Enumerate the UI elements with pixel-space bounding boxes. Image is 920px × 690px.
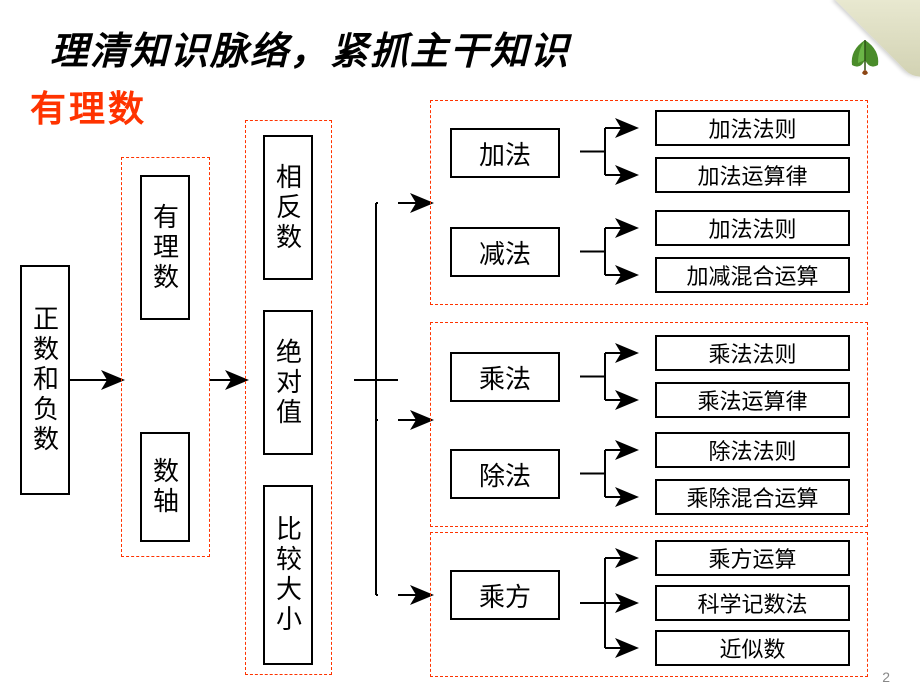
page-title: 理清知识脉络，紧抓主干知识: [50, 20, 570, 75]
node-mulLaw: 乘法运算律: [655, 382, 850, 418]
node-divMix: 乘除混合运算: [655, 479, 850, 515]
node-subMix: 加减混合运算: [655, 257, 850, 293]
page-number: 2: [882, 669, 890, 685]
leaf-icon: [840, 35, 890, 80]
page-subtitle: 有理数: [30, 80, 147, 132]
node-approx: 近似数: [655, 630, 850, 666]
node-abs: 绝对值: [263, 310, 313, 455]
node-div: 除法: [450, 449, 560, 499]
node-pow: 乘方: [450, 570, 560, 620]
node-mulRule: 乘法法则: [655, 335, 850, 371]
node-root: 正数和负数: [20, 265, 70, 495]
node-mul: 乘法: [450, 352, 560, 402]
node-subRule: 加法法则: [655, 210, 850, 246]
node-opposite: 相反数: [263, 135, 313, 280]
node-sci: 科学记数法: [655, 585, 850, 621]
node-axis: 数轴: [140, 432, 190, 542]
node-rational: 有理数: [140, 175, 190, 320]
node-divRule: 除法法则: [655, 432, 850, 468]
node-sub: 减法: [450, 227, 560, 277]
node-compare: 比较大小: [263, 485, 313, 665]
node-powOp: 乘方运算: [655, 540, 850, 576]
node-add: 加法: [450, 128, 560, 178]
node-addRule: 加法法则: [655, 110, 850, 146]
node-addLaw: 加法运算律: [655, 157, 850, 193]
